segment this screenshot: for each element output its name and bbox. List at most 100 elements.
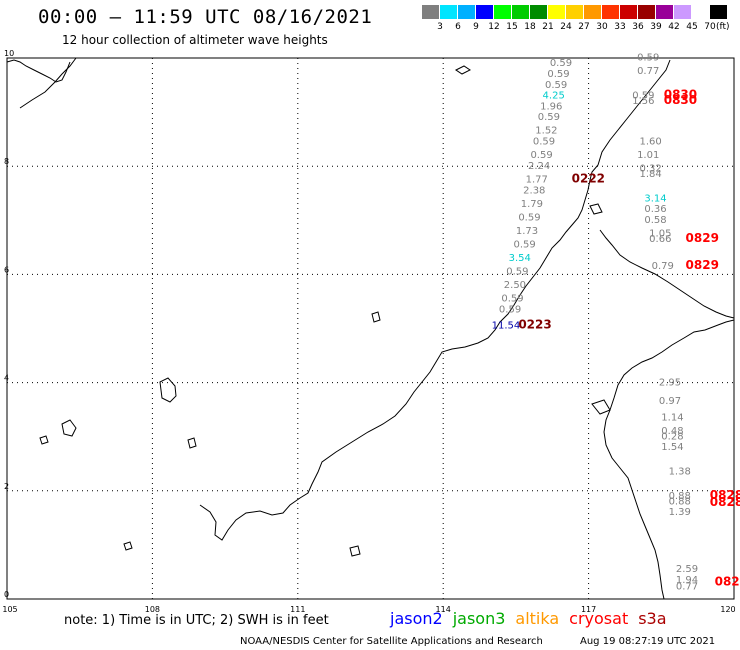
legend-swatch bbox=[692, 5, 709, 19]
wave-height-value: 0.32 bbox=[639, 164, 661, 175]
y-tick-label: 6 bbox=[4, 265, 9, 274]
altimeter-track-values: 0.590.590.594.251.960.591.520.590.592.24… bbox=[492, 53, 740, 593]
wave-height-value: 1.56 bbox=[632, 96, 654, 107]
wave-height-value: 0.59 bbox=[637, 53, 659, 64]
legend-swatch bbox=[530, 5, 547, 19]
satellite-legend: jason2 jason3 altika cryosat s3a bbox=[390, 609, 677, 628]
x-tick-label: 120 bbox=[720, 605, 735, 614]
pass-time-label: 0829 bbox=[686, 231, 719, 245]
map-frame bbox=[6, 57, 735, 600]
wave-height-value: 0.88 bbox=[669, 496, 691, 507]
wave-height-value: 1.39 bbox=[669, 507, 691, 518]
y-tick-label: 2 bbox=[4, 482, 9, 491]
legend-swatch bbox=[422, 5, 439, 19]
legend-swatch bbox=[656, 5, 673, 19]
legend-label: 30 bbox=[596, 22, 608, 32]
wave-height-value: 2.50 bbox=[504, 280, 526, 291]
wave-height-value: 0.88 bbox=[669, 491, 691, 502]
pass-time-label: 0830 bbox=[664, 93, 697, 107]
legend-swatch bbox=[620, 5, 637, 19]
coastline-peninsula-malaysia bbox=[19, 57, 77, 109]
legend-swatch bbox=[566, 5, 583, 19]
pass-time-label: 0828 bbox=[710, 488, 740, 502]
island-small-b bbox=[349, 545, 361, 557]
pass-time-label: 0830 bbox=[664, 88, 697, 102]
wave-height-value: 1.05 bbox=[649, 229, 671, 240]
wave-height-value: 1.96 bbox=[540, 101, 562, 112]
wave-height-value: 0.36 bbox=[644, 204, 666, 215]
wave-height-value: 0.59 bbox=[545, 80, 567, 91]
footer-timestamp: Aug 19 08:27:19 UTC 2021 bbox=[580, 636, 716, 647]
pass-time-label: 0829 bbox=[686, 258, 719, 272]
legend-swatch bbox=[638, 5, 655, 19]
legend-label: 12 bbox=[488, 22, 500, 32]
x-tick-label: 108 bbox=[145, 605, 160, 614]
wave-height-value: 2.95 bbox=[659, 377, 681, 388]
coastline-vietnam-tip bbox=[6, 59, 71, 83]
legend-swatch bbox=[512, 5, 529, 19]
x-tick-label: 105 bbox=[2, 605, 17, 614]
wave-height-value: 2.38 bbox=[523, 185, 545, 196]
wave-height-value: 1.52 bbox=[535, 126, 557, 137]
pass-time-label: 0827 bbox=[715, 574, 740, 588]
wave-height-value: 0.28 bbox=[661, 431, 683, 442]
legend-label: 33 bbox=[614, 22, 626, 32]
wave-height-value: 1.77 bbox=[526, 174, 548, 185]
wave-height-value: 0.59 bbox=[501, 293, 523, 304]
wave-height-value: 0.59 bbox=[499, 304, 521, 315]
wave-height-value: 0.48 bbox=[661, 426, 683, 437]
wave-height-value: 2.24 bbox=[528, 161, 550, 172]
wave-height-value: 1.79 bbox=[521, 199, 543, 210]
legend-label: 15 bbox=[506, 22, 518, 32]
wave-height-value: 0.59 bbox=[538, 112, 560, 123]
island-small-a bbox=[39, 435, 49, 445]
legend-label: 6 bbox=[455, 22, 461, 32]
x-tick-label: 114 bbox=[436, 605, 451, 614]
wave-height-value: 0.59 bbox=[632, 91, 654, 102]
legend-label: 24 bbox=[560, 22, 572, 32]
island-sulu bbox=[591, 399, 611, 415]
satellite-jason3: jason3 bbox=[452, 609, 506, 628]
pass-time-label: 0828 bbox=[710, 495, 740, 509]
wave-height-value: 0.59 bbox=[518, 212, 540, 223]
legend-label: 36 bbox=[632, 22, 644, 32]
legend-label: 39 bbox=[650, 22, 662, 32]
island-small-c bbox=[123, 541, 133, 551]
island-tambelan bbox=[61, 419, 77, 437]
wave-height-value: 2.59 bbox=[676, 564, 698, 575]
wave-height-value: 1.01 bbox=[637, 150, 659, 161]
wave-height-value: 0.66 bbox=[649, 234, 671, 245]
legend-swatch bbox=[674, 5, 691, 19]
wave-height-value: 0.59 bbox=[533, 137, 555, 148]
footer-credit: NOAA/NESDIS Center for Satellite Applica… bbox=[240, 636, 543, 647]
map-title: 00:00 – 11:59 UTC 08/16/2021 bbox=[38, 6, 373, 28]
pass-time-label: 0222 bbox=[572, 171, 605, 185]
legend-swatch bbox=[440, 5, 457, 19]
island-balabac bbox=[589, 203, 603, 215]
y-tick-label: 0 bbox=[4, 590, 9, 599]
y-tick-label: 4 bbox=[4, 374, 9, 383]
wave-height-value: 0.77 bbox=[676, 581, 698, 592]
wave-height-value: 0.97 bbox=[659, 396, 681, 407]
wave-height-value: 1.94 bbox=[676, 575, 698, 586]
satellite-altika: altika bbox=[515, 609, 560, 628]
legend-label: 70 bbox=[704, 22, 716, 32]
wave-height-value: 0.59 bbox=[513, 239, 535, 250]
legend-swatch bbox=[602, 5, 619, 19]
wave-height-value: 4.25 bbox=[543, 91, 565, 102]
wave-height-value: 1.54 bbox=[661, 442, 683, 453]
wave-height-value: 0.59 bbox=[550, 58, 572, 69]
wave-height-value: 11.54 bbox=[492, 321, 521, 332]
x-tick-label: 111 bbox=[290, 605, 305, 614]
legend-swatch bbox=[548, 5, 565, 19]
wave-height-value: 1.14 bbox=[661, 412, 683, 423]
coastline-sabah-east bbox=[599, 229, 735, 319]
coastline-borneo bbox=[199, 59, 671, 541]
legend-label: 45 bbox=[686, 22, 698, 32]
map-subtitle: 12 hour collection of altimeter wave hei… bbox=[62, 33, 328, 47]
graticule bbox=[6, 57, 735, 600]
y-tick-label: 10 bbox=[4, 49, 14, 58]
coastline-borneo-east bbox=[603, 319, 735, 600]
legend-label: 27 bbox=[578, 22, 590, 32]
